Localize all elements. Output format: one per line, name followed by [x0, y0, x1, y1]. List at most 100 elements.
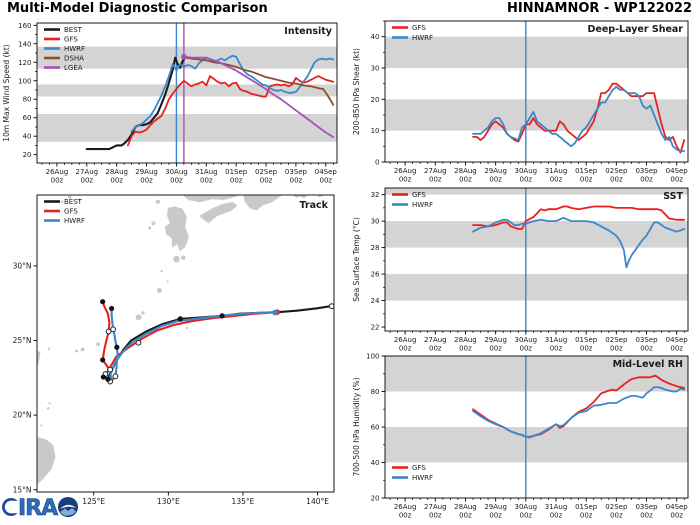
svg-text:40: 40: [23, 133, 32, 141]
svg-text:00z: 00z: [489, 345, 502, 353]
svg-text:20°N: 20°N: [13, 411, 32, 420]
svg-text:00z: 00z: [459, 512, 472, 520]
svg-text:29Aug: 29Aug: [484, 167, 507, 175]
svg-text:10m Max Wind Speed (kt): 10m Max Wind Speed (kt): [2, 44, 11, 141]
svg-text:30: 30: [371, 65, 380, 73]
track-panel: 125°E 130°E 135°E 140°E 15°N 20°N 25°N 30°N Trac…: [0, 190, 352, 512]
svg-text:00z: 00z: [140, 177, 153, 185]
svg-text:Deep-Layer Shear: Deep-Layer Shear: [588, 24, 684, 35]
svg-text:60: 60: [23, 114, 32, 122]
rh-panel: 26Aug 00z 27Aug 00z 28Aug 00z 29Aug 00z 30Aug 00z…: [350, 352, 700, 525]
svg-text:25°N: 25°N: [13, 336, 32, 345]
sst-panel: 26Aug 00z 27Aug 00z 28Aug 00z 29Aug 00z 30Aug 00z…: [350, 184, 700, 352]
svg-text:24: 24: [371, 297, 380, 305]
svg-text:00z: 00z: [580, 176, 593, 184]
svg-text:00z: 00z: [670, 512, 683, 520]
svg-text:100: 100: [366, 353, 379, 361]
svg-text:02Sep: 02Sep: [605, 336, 628, 344]
svg-text:30Aug: 30Aug: [515, 503, 538, 511]
svg-text:135°E: 135°E: [232, 497, 255, 506]
svg-text:03Sep: 03Sep: [635, 503, 658, 511]
svg-text:00z: 00z: [80, 177, 93, 185]
svg-text:26Aug: 26Aug: [394, 503, 417, 511]
svg-text:GFS: GFS: [412, 191, 426, 199]
svg-text:00z: 00z: [550, 512, 563, 520]
svg-text:28Aug: 28Aug: [105, 168, 128, 176]
svg-text:32: 32: [371, 191, 380, 199]
svg-text:00z: 00z: [550, 176, 563, 184]
shear-panel: 26Aug 00z 27Aug 00z 28Aug 00z 29Aug 00z 30Aug 00z…: [350, 20, 700, 184]
svg-text:30Aug: 30Aug: [165, 168, 188, 176]
svg-text:29Aug: 29Aug: [135, 168, 158, 176]
svg-text:00z: 00z: [489, 176, 502, 184]
svg-text:HWRF: HWRF: [64, 45, 85, 53]
svg-text:31Aug: 31Aug: [545, 336, 568, 344]
svg-text:700-500 hPa Humidity (%): 700-500 hPa Humidity (%): [352, 377, 361, 476]
svg-text:00z: 00z: [640, 345, 653, 353]
svg-text:GFS: GFS: [64, 36, 78, 44]
svg-text:26Aug: 26Aug: [394, 336, 417, 344]
svg-text:04Sep: 04Sep: [315, 168, 338, 176]
svg-text:00z: 00z: [610, 176, 623, 184]
svg-text:00z: 00z: [550, 345, 563, 353]
svg-text:03Sep: 03Sep: [635, 336, 658, 344]
svg-text:80: 80: [371, 388, 380, 396]
sst-chart: 26Aug00z27Aug00z28Aug00z29Aug00z30Aug00z…: [352, 187, 689, 353]
cira-logo: IRA: [2, 496, 78, 521]
svg-text:00z: 00z: [640, 512, 653, 520]
svg-text:28Aug: 28Aug: [454, 503, 477, 511]
svg-text:00z: 00z: [520, 512, 533, 520]
svg-text:00z: 00z: [640, 176, 653, 184]
svg-text:00z: 00z: [459, 176, 472, 184]
svg-text:04Sep: 04Sep: [666, 167, 689, 175]
svg-text:10: 10: [371, 127, 380, 135]
svg-text:03Sep: 03Sep: [635, 167, 658, 175]
svg-text:GFS: GFS: [64, 208, 78, 216]
track-map: 125°E 130°E 135°E 140°E 15°N 20°N 25°N 30°N Trac…: [13, 194, 335, 506]
svg-text:130°E: 130°E: [157, 497, 180, 506]
svg-text:00z: 00z: [489, 512, 502, 520]
svg-text:20: 20: [371, 96, 380, 104]
svg-text:27Aug: 27Aug: [76, 168, 99, 176]
svg-text:Mid-Level RH: Mid-Level RH: [613, 359, 683, 370]
svg-text:15°N: 15°N: [13, 485, 32, 494]
svg-text:40: 40: [371, 33, 380, 41]
svg-text:GFS: GFS: [412, 24, 426, 32]
svg-text:00z: 00z: [290, 177, 303, 185]
svg-text:20: 20: [23, 151, 32, 159]
logo-text: IRA: [18, 496, 58, 521]
svg-text:28Aug: 28Aug: [454, 336, 477, 344]
svg-text:00z: 00z: [429, 512, 442, 520]
svg-text:00z: 00z: [200, 177, 213, 185]
svg-text:00z: 00z: [610, 512, 623, 520]
svg-text:BEST: BEST: [64, 26, 83, 34]
svg-text:30Aug: 30Aug: [515, 167, 538, 175]
storm-title: HINNAMNOR - WP122022: [506, 1, 692, 16]
svg-text:00z: 00z: [429, 345, 442, 353]
svg-text:00z: 00z: [260, 177, 273, 185]
svg-text:0: 0: [375, 159, 379, 167]
svg-text:100: 100: [18, 77, 31, 85]
svg-text:30: 30: [371, 218, 380, 226]
svg-text:31Aug: 31Aug: [195, 168, 218, 176]
svg-text:120: 120: [18, 59, 31, 67]
svg-text:Sea Surface Temp (°C): Sea Surface Temp (°C): [352, 217, 361, 302]
svg-text:00z: 00z: [670, 176, 683, 184]
svg-text:30Aug: 30Aug: [515, 336, 538, 344]
svg-text:00z: 00z: [520, 176, 533, 184]
svg-text:HWRF: HWRF: [412, 201, 433, 209]
svg-text:HWRF: HWRF: [412, 474, 433, 482]
svg-text:26: 26: [371, 271, 380, 279]
svg-text:00z: 00z: [51, 177, 64, 185]
svg-text:HWRF: HWRF: [412, 34, 433, 42]
figure-title: Multi-Model Diagnostic Comparison: [7, 1, 268, 16]
svg-text:DSHA: DSHA: [64, 55, 84, 63]
svg-text:30°N: 30°N: [13, 261, 32, 270]
svg-text:Track: Track: [300, 200, 329, 211]
svg-text:22: 22: [371, 324, 380, 332]
svg-text:Intensity: Intensity: [284, 26, 332, 37]
svg-text:04Sep: 04Sep: [666, 336, 689, 344]
svg-text:00z: 00z: [170, 177, 183, 185]
svg-text:02Sep: 02Sep: [255, 168, 278, 176]
